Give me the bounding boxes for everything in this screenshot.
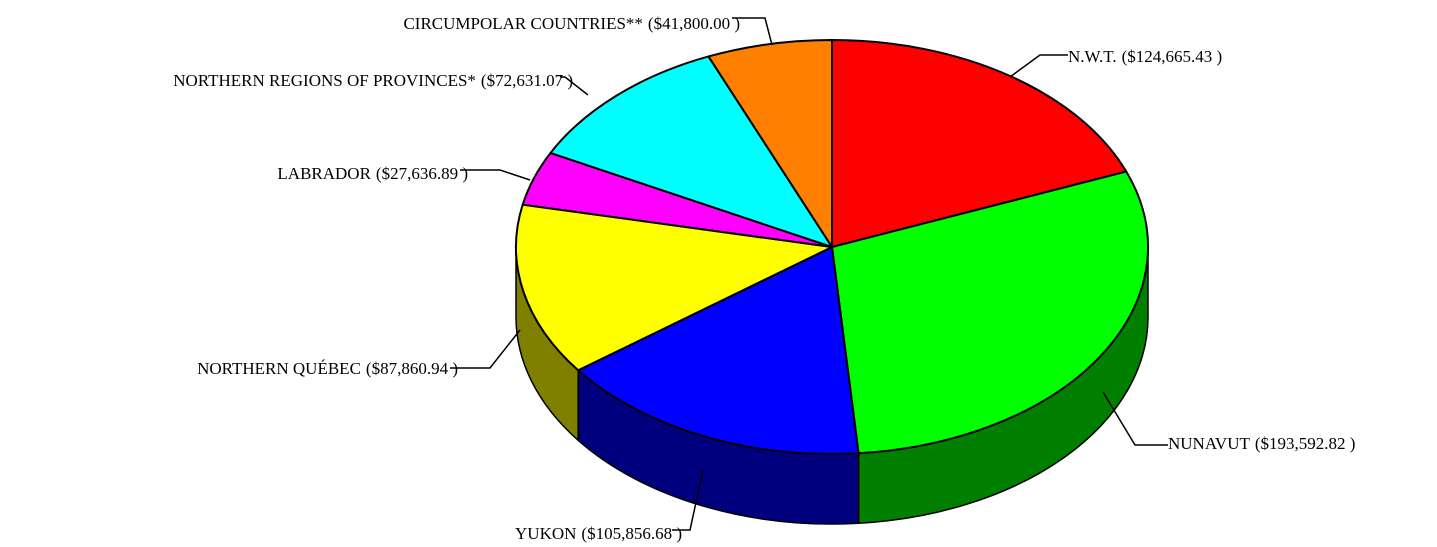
category-label: LABRADOR — [277, 164, 371, 183]
leader-line — [1102, 391, 1168, 446]
leader-line — [460, 169, 531, 181]
value-label: ($27,636.89 ) — [376, 164, 468, 183]
leader-line — [450, 329, 521, 369]
slice — [577, 246, 860, 455]
value-label: ($105,856.68 ) — [581, 524, 682, 543]
category-label: N.W.T. — [1068, 47, 1117, 66]
data-label: NUNAVUT ($193,592.82 ) — [1168, 434, 1355, 453]
data-label: NORTHERN QUÉBEC ($87,860.94 ) — [197, 359, 458, 378]
slice — [707, 39, 833, 248]
slice — [549, 55, 833, 248]
value-label: ($124,665.43 ) — [1122, 47, 1223, 66]
category-label: YUKON — [515, 524, 576, 543]
leader-line — [560, 76, 589, 96]
category-label: CIRCUMPOLAR COUNTRIES** — [403, 14, 642, 33]
category-label: NORTHERN REGIONS OF PROVINCES* — [173, 71, 476, 90]
value-label: ($193,592.82 ) — [1255, 434, 1356, 453]
category-label: NORTHERN QUÉBEC — [197, 359, 361, 378]
data-label: N.W.T. ($124,665.43 ) — [1068, 47, 1222, 66]
slice — [831, 170, 1149, 455]
data-label: NORTHERN REGIONS OF PROVINCES* ($72,631.0… — [173, 71, 573, 90]
value-label: ($87,860.94 ) — [366, 359, 458, 378]
leader-line — [1009, 54, 1068, 78]
data-label: LABRADOR ($27,636.89 ) — [277, 164, 468, 183]
value-label: ($72,631.07 ) — [481, 71, 573, 90]
value-label: ($41,800.00 ) — [648, 14, 740, 33]
leader-line — [732, 17, 773, 46]
data-label: CIRCUMPOLAR COUNTRIES** ($41,800.00 ) — [403, 14, 740, 33]
slice — [515, 203, 833, 372]
data-label: YUKON ($105,856.68 ) — [515, 524, 682, 543]
category-label: NUNAVUT — [1168, 434, 1250, 453]
leader-line — [672, 469, 704, 531]
